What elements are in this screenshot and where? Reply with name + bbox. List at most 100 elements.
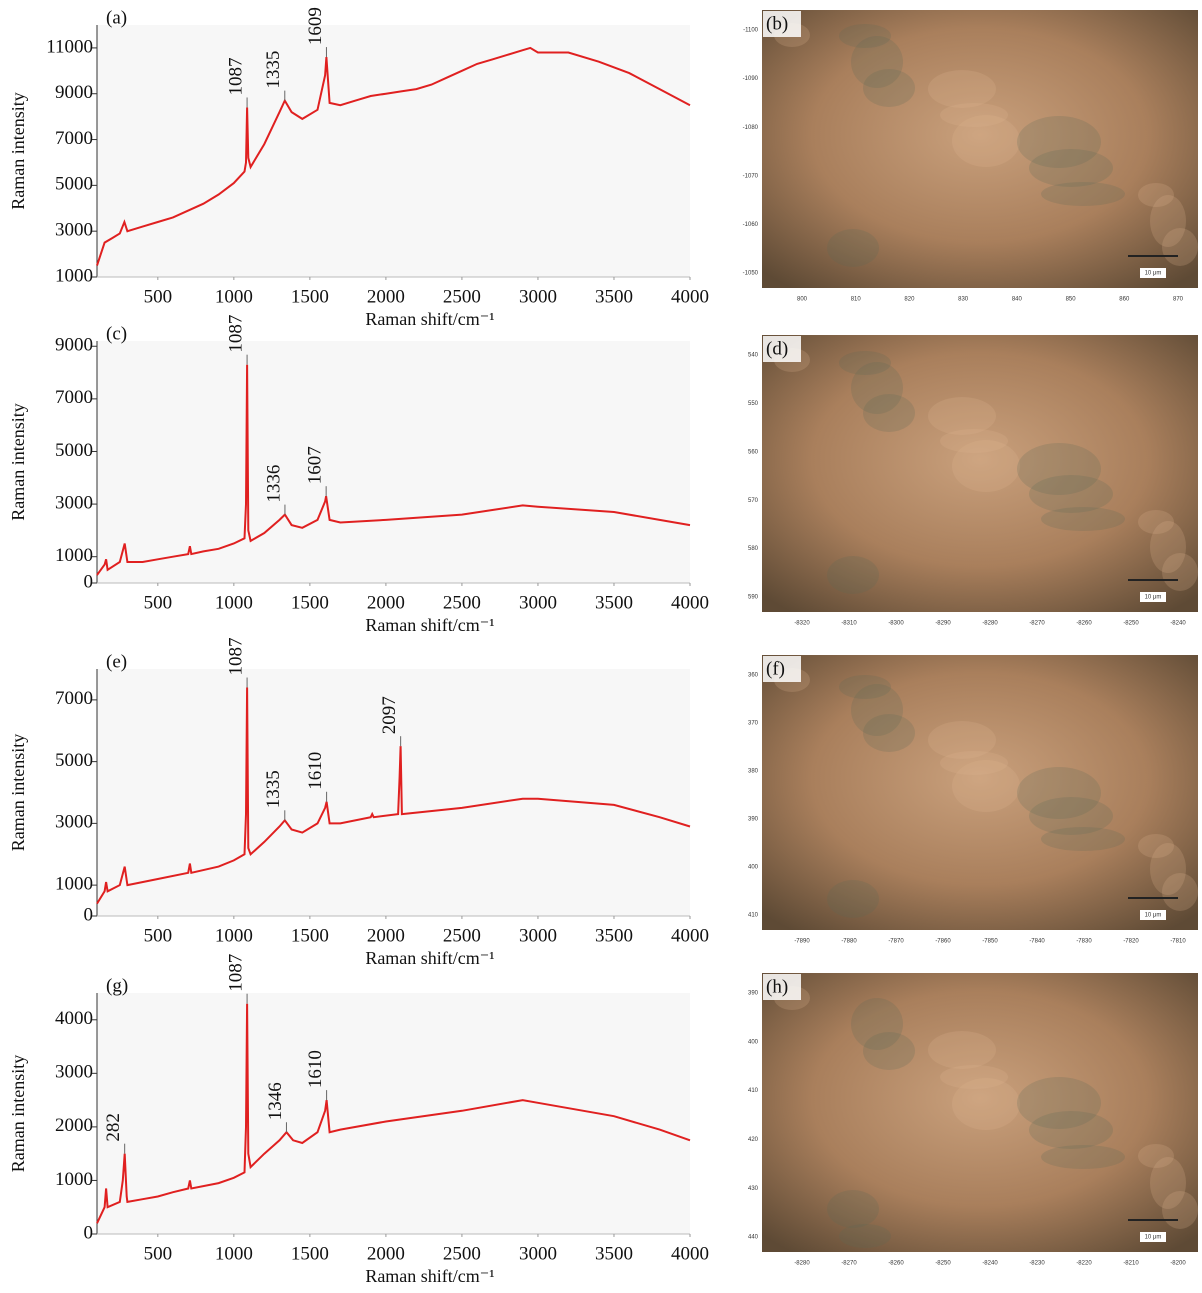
texture xyxy=(928,721,996,759)
x-tick-label: 4000 xyxy=(671,592,709,613)
image-x-tick: 840 xyxy=(1012,297,1023,303)
panel-label: (e) xyxy=(106,651,127,672)
image-x-tick: 850 xyxy=(1066,297,1077,303)
image-y-tick: 380 xyxy=(748,769,759,775)
texture xyxy=(940,751,1008,775)
peak-label: 1087 xyxy=(225,954,246,992)
image-x-tick: 830 xyxy=(958,297,969,303)
panel-label: (a) xyxy=(106,7,127,28)
scale-box xyxy=(1140,910,1166,920)
image-x-tick: -7850 xyxy=(982,939,998,945)
micrograph xyxy=(762,10,1198,288)
image-y-tick: -1070 xyxy=(743,173,759,179)
texture xyxy=(952,760,1020,812)
scale-box xyxy=(1140,1232,1166,1242)
y-tick-label: 0 xyxy=(84,571,94,592)
y-axis-label: Raman intensity xyxy=(8,734,28,851)
image-y-tick: 580 xyxy=(748,546,759,552)
x-tick-label: 2500 xyxy=(443,925,481,946)
image-x-tick: -7810 xyxy=(1170,939,1186,945)
plot-area xyxy=(97,25,690,277)
texture xyxy=(851,36,903,88)
image-x-tick: -8320 xyxy=(794,621,810,627)
image-x-tick: -8200 xyxy=(1170,1261,1186,1267)
texture xyxy=(940,1065,1008,1089)
texture xyxy=(1041,1145,1125,1169)
texture xyxy=(863,1032,915,1070)
peak-label: 1087 xyxy=(225,57,246,95)
y-tick-label: 3000 xyxy=(55,492,93,513)
texture xyxy=(863,394,915,432)
texture xyxy=(928,397,996,435)
panel-label: (g) xyxy=(106,975,128,996)
x-tick-label: 3000 xyxy=(519,286,557,307)
x-tick-label: 2500 xyxy=(443,1243,481,1264)
texture xyxy=(839,675,891,699)
label-box xyxy=(763,336,801,362)
peak-label: 1335 xyxy=(263,51,284,89)
texture xyxy=(1150,521,1186,573)
image-x-tick: 870 xyxy=(1173,297,1184,303)
peak-label: 1607 xyxy=(305,446,326,484)
y-axis-label: Raman intensity xyxy=(8,92,28,209)
x-tick-label: 1000 xyxy=(215,592,253,613)
y-tick-label: 1000 xyxy=(55,265,93,286)
image-y-tick: 410 xyxy=(748,1088,759,1094)
image-x-tick: 800 xyxy=(797,297,808,303)
scale-label: 10 μm xyxy=(1145,595,1162,601)
y-tick-label: 7000 xyxy=(55,128,93,149)
y-tick-label: 0 xyxy=(84,904,94,925)
image-y-tick: -1080 xyxy=(743,125,759,131)
texture xyxy=(839,1224,891,1248)
image-x-tick: -8240 xyxy=(1170,621,1186,627)
image-y-tick: 570 xyxy=(748,498,759,504)
y-axis-label: Raman intensity xyxy=(8,1055,28,1172)
peak-label: 1087 xyxy=(225,638,246,676)
image-x-tick: -8250 xyxy=(1123,621,1139,627)
y-tick-label: 1000 xyxy=(55,873,93,894)
image-x-tick: -7840 xyxy=(1029,939,1045,945)
scale-label: 10 μm xyxy=(1145,271,1162,277)
y-tick-label: 2000 xyxy=(55,1115,93,1136)
image-y-tick: 420 xyxy=(748,1137,759,1143)
texture xyxy=(839,24,891,48)
texture xyxy=(1029,475,1113,513)
texture xyxy=(827,229,879,267)
y-tick-label: 3000 xyxy=(55,812,93,833)
texture xyxy=(851,362,903,414)
image-y-tick: 400 xyxy=(748,1039,759,1045)
image-y-tick: 550 xyxy=(748,401,759,407)
image-x-tick: -8300 xyxy=(888,621,904,627)
x-tick-label: 2000 xyxy=(367,925,405,946)
image-y-tick: -1090 xyxy=(743,76,759,82)
texture xyxy=(940,103,1008,127)
x-tick-label: 2000 xyxy=(367,592,405,613)
texture xyxy=(851,998,903,1050)
x-tick-label: 4000 xyxy=(671,1243,709,1264)
x-tick-label: 1500 xyxy=(291,925,329,946)
texture xyxy=(1138,1144,1174,1168)
image-x-tick: 820 xyxy=(904,297,915,303)
image-x-tick: -8280 xyxy=(794,1261,810,1267)
image-y-tick: 540 xyxy=(748,353,759,359)
x-tick-label: 3500 xyxy=(595,1243,633,1264)
image-x-tick: -8220 xyxy=(1076,1261,1092,1267)
peak-label: 2097 xyxy=(379,696,400,734)
texture xyxy=(1138,834,1174,858)
spectrum-line xyxy=(96,364,691,576)
image-x-tick: 810 xyxy=(851,297,862,303)
image-y-tick: 390 xyxy=(748,991,759,997)
panel-label: (c) xyxy=(106,323,127,344)
y-tick-label: 7000 xyxy=(55,688,93,709)
y-tick-label: 1000 xyxy=(55,1169,93,1190)
texture xyxy=(1017,443,1101,495)
plot-area xyxy=(97,669,690,916)
texture xyxy=(928,1031,996,1069)
y-tick-label: 4000 xyxy=(55,1008,93,1029)
peak-label: 1336 xyxy=(263,465,284,503)
y-tick-label: 3000 xyxy=(55,1062,93,1083)
x-tick-label: 3500 xyxy=(595,592,633,613)
y-tick-label: 9000 xyxy=(55,82,93,103)
y-tick-label: 5000 xyxy=(55,174,93,195)
scale-label: 10 μm xyxy=(1145,913,1162,919)
